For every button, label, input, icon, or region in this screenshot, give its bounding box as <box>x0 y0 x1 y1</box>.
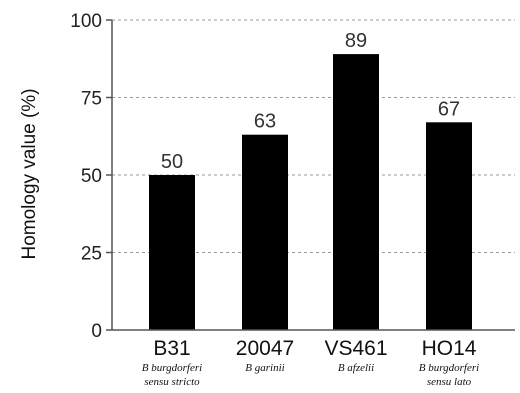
bar-ho14 <box>426 122 472 330</box>
x-subcategory-label: B garinii <box>245 362 284 374</box>
axes <box>106 19 515 331</box>
x-category-label: 20047 <box>236 337 294 360</box>
y-tick-label: 100 <box>70 11 102 32</box>
x-category-label: B31 <box>153 337 190 360</box>
y-tick-label: 25 <box>81 244 102 265</box>
data-label: 50 <box>161 151 183 173</box>
x-category-label: VS461 <box>324 337 387 360</box>
bars <box>149 54 472 330</box>
x-subcategory-label: B burgdorferi <box>419 362 479 374</box>
data-label: 89 <box>345 30 367 52</box>
y-axis-label: Homology value (%) <box>19 88 40 259</box>
y-tick-label: 50 <box>81 166 102 187</box>
bar-b31 <box>149 175 195 330</box>
x-subcategory-label: sensu lato <box>427 376 472 388</box>
bar-vs461 <box>333 54 379 330</box>
bar-20047 <box>242 134 288 330</box>
x-subcategory-label: sensu stricto <box>144 376 200 388</box>
y-tick-label: 75 <box>81 89 102 110</box>
x-category-label: HO14 <box>422 337 477 360</box>
data-label: 67 <box>438 98 460 120</box>
y-tick-label: 0 <box>91 321 102 342</box>
data-label: 63 <box>254 111 276 133</box>
labels: 0 25 50 75 100 50 B31 B burgdorferi sensu strict… <box>70 11 479 388</box>
x-subcategory-label: B burgdorferi <box>142 362 202 374</box>
x-subcategory-label: B afzelii <box>338 362 374 374</box>
